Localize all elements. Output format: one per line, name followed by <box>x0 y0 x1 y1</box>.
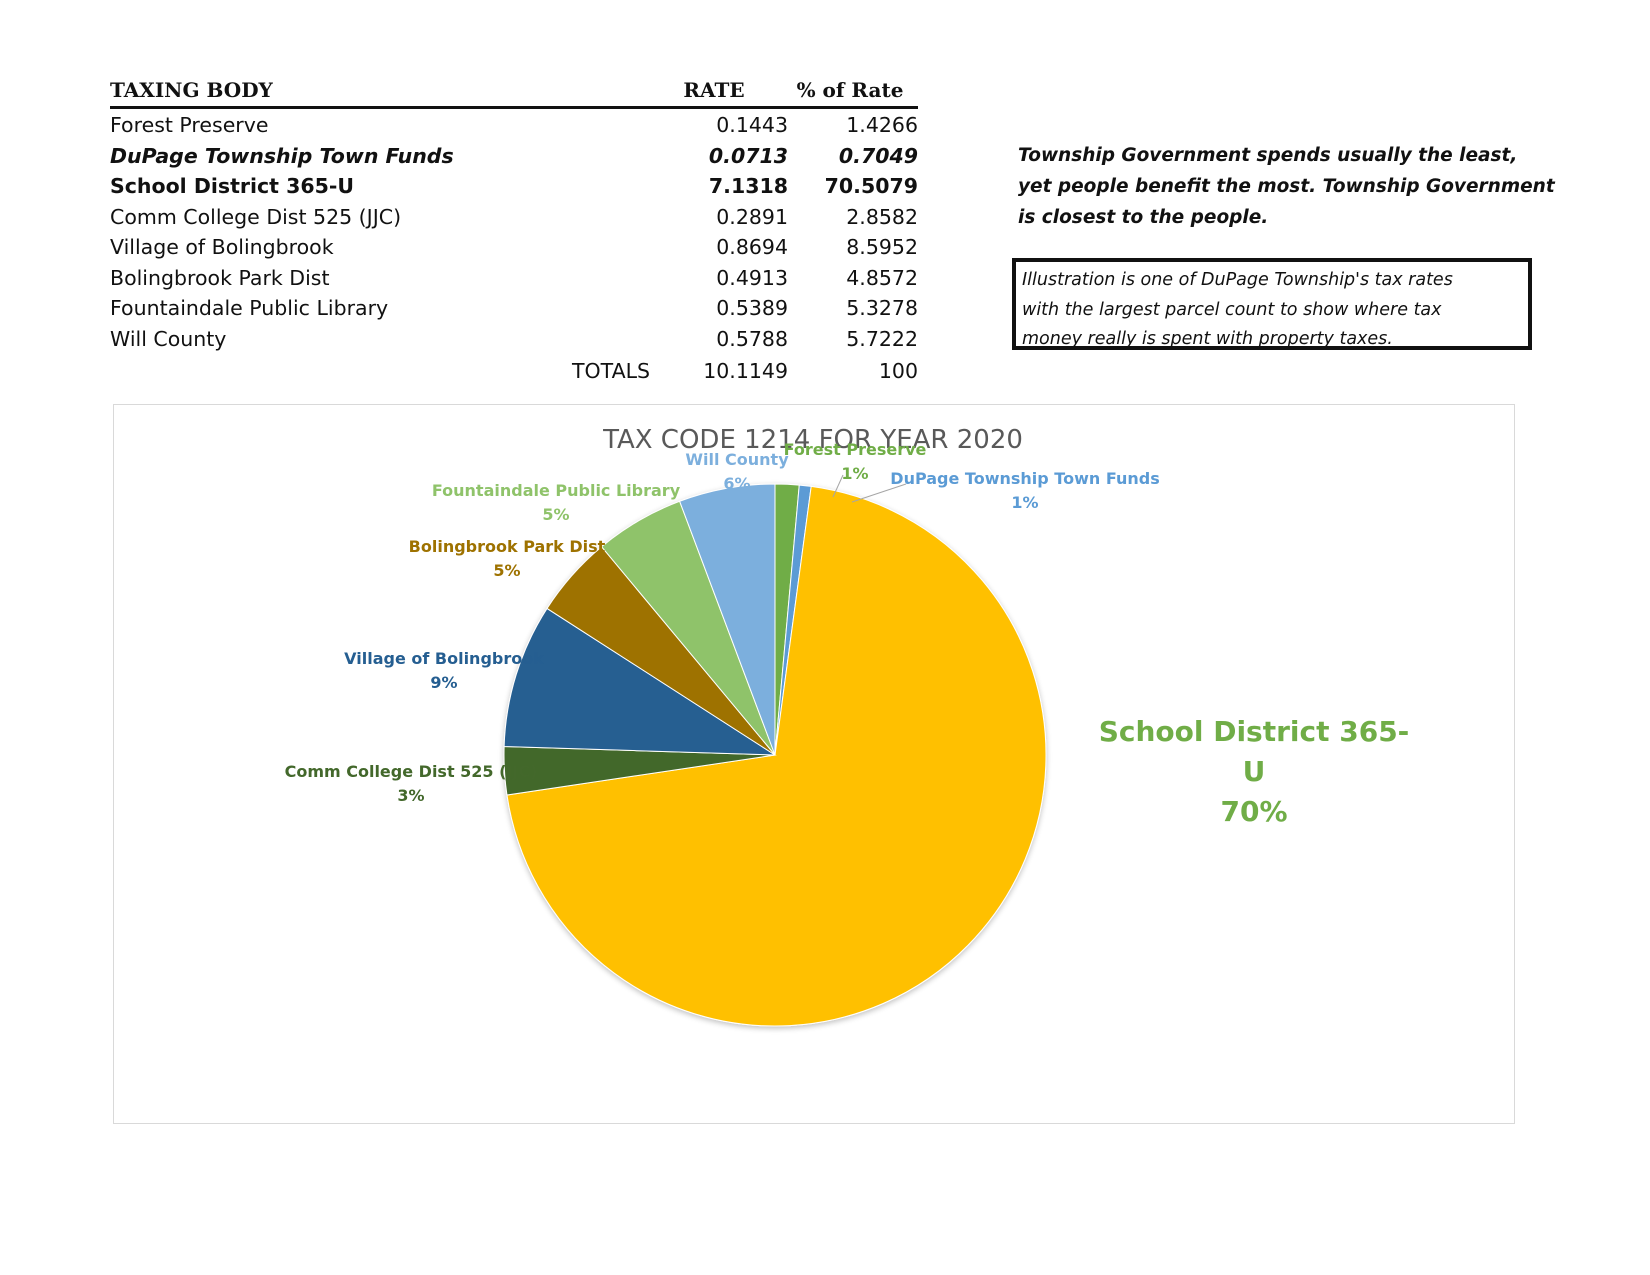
cell-taxing-body: Village of Bolingbrook <box>110 235 334 259</box>
table-header: TAXING BODY RATE % of Rate <box>110 76 918 109</box>
cell-taxing-body: Bolingbrook Park Dist <box>110 265 330 290</box>
statement-line: is closest to the people. <box>1018 207 1269 228</box>
cell-taxing-body: DuPage Township Town Funds <box>110 143 454 168</box>
slice-label-big: U <box>1243 755 1266 788</box>
cell-taxing-body: Fountaindale Public Library <box>110 296 389 320</box>
township-statement: Township Government spends usually the l… <box>1018 140 1555 233</box>
cell-pct-of-rate: 8.5952 <box>846 235 918 259</box>
leader-line <box>832 474 844 498</box>
table-row: Bolingbrook Park Dist 0.4913 4.8572 <box>110 262 918 293</box>
header-taxing-body: TAXING BODY <box>110 78 273 102</box>
cell-rate: 0.5389 <box>716 296 788 320</box>
table-row: Village of Bolingbrook 0.8694 8.5952 <box>110 231 918 262</box>
cell-rate: 0.8694 <box>716 235 788 259</box>
cell-pct-of-rate: 0.7049 <box>838 143 918 168</box>
cell-pct-of-rate: 4.8572 <box>846 265 918 290</box>
pie-chart-svg: TAX CODE 1214 FOR YEAR 2020 Forest Prese… <box>285 425 1410 1027</box>
cell-rate: 0.2891 <box>716 204 788 229</box>
slice-label-name: Comm College Dist 525 (JJC) <box>285 762 538 781</box>
cell-rate: 0.0713 <box>708 143 788 168</box>
slice-label-name: DuPage Township Town Funds <box>890 469 1159 488</box>
cell-pct-of-rate: 1.4266 <box>846 113 918 137</box>
slice-labels: Forest Preserve 1% DuPage Township Town Fu… <box>285 440 1410 828</box>
cell-taxing-body: Will County <box>110 326 227 351</box>
statement-line: Township Government spends usually the l… <box>1018 145 1518 166</box>
cell-pct-of-rate: 70.5079 <box>824 174 918 198</box>
note-line: Illustration is one of DuPage Township's… <box>1022 270 1453 290</box>
cell-pct-of-rate: 5.3278 <box>846 296 918 320</box>
table-row: DuPage Township Town Funds 0.0713 0.7049 <box>110 140 918 171</box>
table-row: Will County 0.5788 5.7222 <box>110 323 918 354</box>
table-body: Forest Preserve 0.1443 1.4266 DuPage Townsh… <box>110 109 918 353</box>
leader-line <box>851 483 907 503</box>
slice-label-big: 70% <box>1220 795 1287 828</box>
slice-label-pct: 9% <box>430 673 457 692</box>
note-line: money really is spent with property taxe… <box>1022 329 1393 349</box>
cell-pct-of-rate: 2.8582 <box>846 204 918 229</box>
table-row: Comm College Dist 525 (JJC) 0.2891 2.8582 <box>110 201 918 232</box>
header-pct-of-rate: % of Rate <box>796 78 904 102</box>
slice-label-pct: 5% <box>493 561 520 580</box>
illustration-note-box: Illustration is one of DuPage Township's… <box>1012 258 1532 350</box>
note-line: with the largest parcel count to show wh… <box>1022 299 1442 320</box>
slice-label-pct: 5% <box>542 505 569 524</box>
totals-row: TOTALS 10.1149 100 <box>110 355 918 387</box>
slice-label-name: Bolingbrook Park Dist <box>409 537 606 556</box>
statement-line: yet people benefit the most. Township Go… <box>1018 176 1555 197</box>
pie-slice <box>503 607 777 756</box>
slice-label-pct: 3% <box>397 786 424 805</box>
totals-rate: 10.1149 <box>703 359 788 383</box>
leader-lines <box>832 474 907 503</box>
header-rate: RATE <box>683 78 745 102</box>
slice-label-pct: 1% <box>1011 493 1038 512</box>
slice-label-pct: 1% <box>841 464 868 483</box>
slice-label-pct: 6% <box>723 474 750 493</box>
table-row: School District 365-U 7.1318 70.5079 <box>110 170 918 201</box>
chart-title: TAX CODE 1214 FOR YEAR 2020 <box>602 425 1023 455</box>
slice-label-name: Village of Bolingbrook <box>344 649 544 668</box>
slice-label-name: Will County <box>685 450 789 469</box>
totals-label: TOTALS <box>572 359 651 383</box>
pie-slices <box>503 483 1047 1027</box>
slice-label-name: Fountaindale Public Library <box>432 481 681 500</box>
tax-rate-table: TAXING BODY RATE % of Rate Forest Preser… <box>110 76 918 387</box>
cell-taxing-body: Forest Preserve <box>110 113 269 137</box>
slice-label-name: Forest Preserve <box>784 440 927 459</box>
cell-rate: 0.5788 <box>716 326 788 351</box>
table-row: Fountaindale Public Library 0.5389 5.3278 <box>110 292 918 323</box>
cell-rate: 0.1443 <box>716 113 788 137</box>
totals-pct: 100 <box>878 359 918 383</box>
pie-slice <box>506 485 1047 1027</box>
slice-label-big: School District 365- <box>1099 715 1410 748</box>
cell-taxing-body: School District 365-U <box>110 174 355 198</box>
pie-chart-area: TAX CODE 1214 FOR YEAR 2020 Forest Prese… <box>113 404 1515 1124</box>
cell-rate: 0.4913 <box>716 265 788 290</box>
cell-pct-of-rate: 5.7222 <box>846 326 918 351</box>
cell-rate: 7.1318 <box>708 174 788 198</box>
cell-taxing-body: Comm College Dist 525 (JJC) <box>110 204 402 229</box>
pie-slice <box>679 483 776 756</box>
table-row: Forest Preserve 0.1443 1.4266 <box>110 109 918 140</box>
